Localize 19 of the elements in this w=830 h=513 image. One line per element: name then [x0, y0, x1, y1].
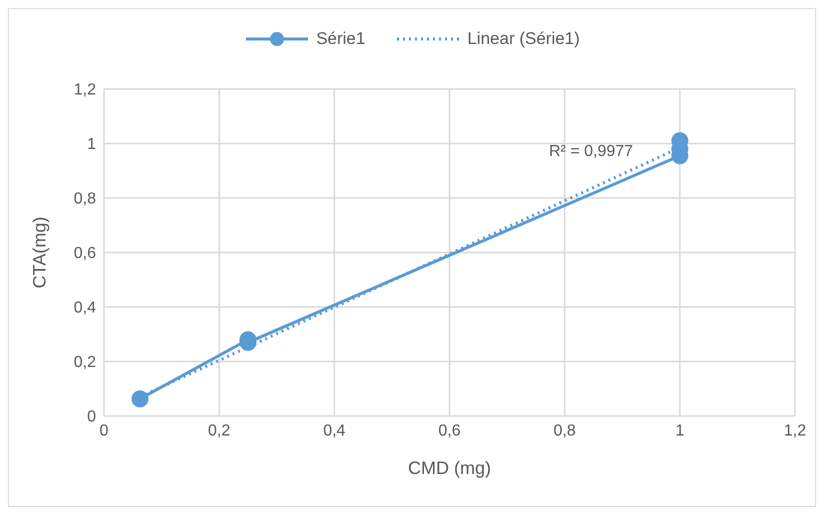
x-tick-label: 0 — [100, 422, 109, 440]
y-axis-title: CTA(mg) — [29, 216, 50, 288]
y-tick-label: 0,2 — [74, 354, 96, 372]
x-tick-label: 1 — [675, 422, 684, 440]
x-tick-label: 0,8 — [554, 422, 576, 440]
legend-label: Linear (Série1) — [466, 29, 580, 49]
x-tick-label: 0,2 — [208, 422, 230, 440]
x-tick-label: 1,2 — [784, 422, 806, 440]
y-tick-label: 0,8 — [74, 190, 96, 208]
y-tick-label: 1,2 — [74, 82, 96, 99]
y-tick-label: 0 — [87, 408, 96, 426]
x-tick-label: 0,4 — [323, 422, 346, 440]
x-axis-title: CMD (mg) — [408, 458, 491, 478]
y-tick-label: 0,6 — [74, 245, 96, 262]
y-tick-label: 0,4 — [74, 300, 96, 317]
legend-label: Série1 — [315, 29, 366, 49]
x-tick-label: 0,6 — [438, 422, 461, 440]
y-tick-label: 1 — [87, 136, 96, 154]
annotation: R² = 0,9977 — [549, 143, 634, 161]
